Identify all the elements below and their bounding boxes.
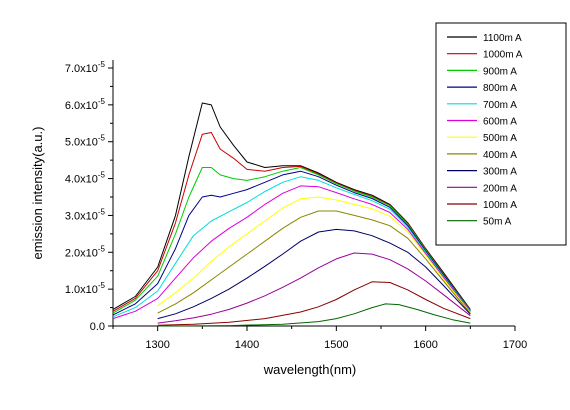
legend-item: 800m A (447, 83, 517, 94)
series-line-50ma (157, 303, 471, 327)
x-tick-label: 1500 (324, 339, 348, 351)
legend-label: 400m A (483, 150, 517, 161)
series-line-800ma (112, 170, 471, 316)
series-line-600ma (112, 185, 471, 320)
legend-label: 500m A (483, 133, 517, 144)
legend-item: 1100m A (447, 33, 522, 44)
legend-label: 200m A (483, 183, 517, 194)
legend-label: 1000m A (483, 50, 523, 61)
series-line-700ma (112, 176, 471, 318)
y-tick-label: 6.0x10-5 (65, 97, 106, 112)
legend-item: 900m A (447, 66, 517, 77)
series-line-300ma (157, 228, 471, 320)
legend-item: 700m A (447, 100, 517, 111)
x-tick-label: 1600 (413, 339, 437, 351)
y-axis-ticks: 0.0 1.0x10-5 2.0x10-5 3.0x10-5 4.0x10-5 5.0x1… (65, 60, 113, 333)
x-tick-label: 1300 (145, 339, 169, 351)
legend-label: 1100m A (483, 33, 522, 44)
legend-label: 300m A (483, 167, 517, 178)
legend-label: 50m A (483, 217, 512, 228)
x-axis-ticks: 1300 1400 1500 1600 1700 (112, 326, 527, 351)
legend-label: 900m A (483, 66, 517, 77)
series-line-900ma (112, 167, 471, 314)
x-tick-label: 1400 (235, 339, 259, 351)
series-line-1100ma (112, 102, 471, 310)
y-tick-label: 4.0x10-5 (65, 171, 106, 186)
y-tick-label: 2.0x10-5 (65, 244, 106, 259)
legend-item: 500m A (447, 133, 517, 144)
series-line-1000ma (112, 132, 471, 312)
y-tick-label: 0.0 (90, 321, 105, 333)
legend-box (435, 22, 567, 246)
legend-label: 100m A (483, 200, 517, 211)
y-tick-label: 7.0x10-5 (65, 60, 106, 75)
legend-item: 300m A (447, 167, 517, 178)
legend: 1100m A 1000m A 900m A 800m A 700m A 600m A 50… (435, 22, 567, 246)
legend-item: 1000m A (447, 50, 523, 61)
legend-label: 600m A (483, 117, 517, 128)
y-tick-label: 1.0x10-5 (65, 281, 106, 296)
legend-label: 800m A (483, 83, 517, 94)
legend-item: 100m A (447, 200, 517, 211)
series-line-500ma (157, 196, 471, 314)
series-line-400ma (157, 210, 471, 314)
legend-item: 400m A (447, 150, 517, 161)
legend-item: 50m A (447, 217, 512, 228)
y-axis-title: emission intensity(a.u.) (30, 127, 45, 260)
legend-label: 700m A (483, 100, 517, 111)
series-line-100ma (157, 281, 471, 326)
y-tick-label: 5.0x10-5 (65, 134, 106, 149)
x-tick-label: 1700 (503, 339, 527, 351)
series-line-200ma (157, 252, 471, 324)
x-axis-title: wavelength(nm) (263, 362, 357, 377)
legend-item: 200m A (447, 183, 517, 194)
y-tick-label: 3.0x10-5 (65, 207, 106, 222)
legend-item: 600m A (447, 117, 517, 128)
series-lines (112, 102, 471, 327)
